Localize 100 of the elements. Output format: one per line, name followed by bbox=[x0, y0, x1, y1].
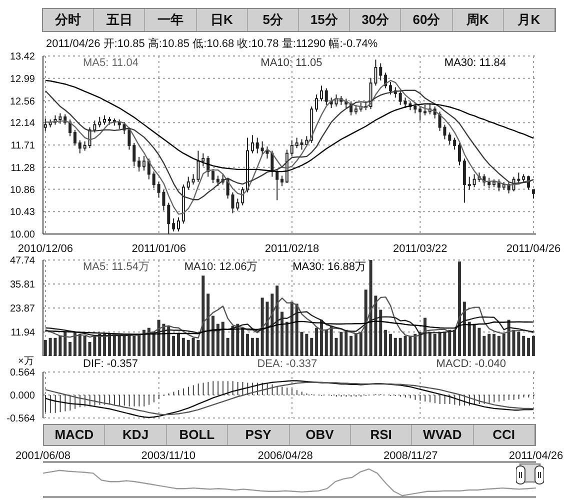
candlestick bbox=[388, 82, 392, 96]
bar bbox=[256, 338, 259, 356]
bar bbox=[280, 312, 284, 356]
bar bbox=[167, 326, 170, 356]
bar bbox=[83, 336, 86, 356]
bar bbox=[138, 334, 141, 356]
candlestick bbox=[414, 102, 417, 114]
bar bbox=[414, 334, 417, 356]
bar bbox=[186, 340, 190, 356]
y-tick-label: 11.28 bbox=[10, 162, 36, 174]
series-label: DEA: -0.337 bbox=[257, 358, 318, 370]
candlestick bbox=[517, 172, 520, 184]
candlestick bbox=[216, 175, 220, 187]
tab-button: 15分 bbox=[299, 9, 350, 31]
bar bbox=[212, 316, 215, 356]
candlestick bbox=[176, 216, 180, 232]
x-tick-label: 2001/06/08 bbox=[15, 450, 71, 462]
x-tick-label: 2011/02/18 bbox=[264, 243, 320, 255]
tab-button: BOLL bbox=[166, 425, 228, 445]
bar bbox=[388, 334, 392, 356]
y-tick-label: -0.564 bbox=[6, 414, 36, 425]
bar bbox=[350, 336, 353, 356]
candlestick bbox=[98, 116, 102, 128]
y-tick-label: 47.74 bbox=[10, 256, 36, 267]
bar bbox=[182, 338, 185, 356]
text: MA10: 12.06万 bbox=[184, 261, 258, 273]
tab-button: PSY bbox=[228, 425, 290, 445]
bar bbox=[497, 336, 500, 356]
text: DIF: -0.357 bbox=[83, 358, 138, 370]
y-tick-label: 12.14 bbox=[10, 118, 36, 130]
y-tick-label: 23.87 bbox=[10, 304, 36, 315]
candlestick bbox=[266, 146, 269, 160]
bar bbox=[202, 276, 205, 356]
line-series bbox=[44, 296, 534, 338]
tab-button: 一年 bbox=[145, 9, 197, 31]
tab-button: 5分 bbox=[248, 9, 300, 31]
tab-button: KDJ bbox=[105, 425, 167, 445]
tab-button: WVAD bbox=[412, 425, 474, 445]
bar bbox=[103, 334, 106, 356]
y-tick-label: 12.99 bbox=[10, 74, 36, 85]
candlestick bbox=[73, 129, 76, 146]
line-series bbox=[44, 320, 534, 335]
candlestick bbox=[458, 142, 462, 166]
tab-button: 日K bbox=[196, 9, 248, 31]
candlestick bbox=[202, 152, 205, 167]
x-tick-label: 2011/04/26 bbox=[508, 450, 564, 462]
candlestick bbox=[172, 218, 176, 232]
candlestick bbox=[488, 177, 491, 189]
text: MA5: 11.04 bbox=[83, 57, 138, 69]
chart-subtitle: 2011/04/26 开:10.85 高:10.85 低:10.68 收:10.78 量:11290 幅:-0.74% bbox=[46, 36, 378, 51]
bar bbox=[517, 332, 520, 356]
candlestick bbox=[354, 104, 358, 115]
candlestick bbox=[167, 202, 170, 234]
candlestick bbox=[418, 106, 422, 122]
candlestick bbox=[256, 137, 259, 154]
candlestick bbox=[152, 171, 156, 189]
bar bbox=[458, 261, 462, 356]
bar bbox=[112, 334, 116, 356]
y-axis-title: ×万 bbox=[18, 355, 34, 368]
bar bbox=[68, 342, 72, 356]
bar bbox=[527, 338, 530, 356]
bar bbox=[453, 330, 456, 356]
candlestick bbox=[241, 186, 244, 206]
bar bbox=[241, 328, 244, 356]
bar bbox=[532, 336, 535, 356]
bar bbox=[488, 334, 491, 356]
bar bbox=[305, 334, 308, 356]
bar bbox=[468, 322, 471, 356]
candlestick bbox=[142, 155, 146, 172]
bar bbox=[64, 332, 67, 356]
bar bbox=[344, 330, 348, 356]
candlestick bbox=[423, 104, 426, 116]
bar bbox=[315, 328, 318, 356]
x-tick-label: 2010/12/06 bbox=[18, 243, 73, 255]
y-tick-label: 13.42 bbox=[10, 52, 36, 63]
bar bbox=[433, 334, 436, 356]
bar bbox=[270, 294, 274, 356]
candlestick bbox=[324, 88, 328, 106]
bar bbox=[206, 294, 210, 356]
candlestick bbox=[448, 132, 452, 145]
bar bbox=[418, 332, 422, 356]
bar bbox=[142, 330, 146, 356]
y-tick-label: 10.86 bbox=[10, 184, 36, 196]
bar bbox=[502, 334, 506, 356]
line-series bbox=[44, 311, 534, 336]
tab-button: 五日 bbox=[94, 9, 146, 31]
candlestick bbox=[398, 90, 402, 106]
x-tick-label: 2008/11/27 bbox=[384, 450, 438, 462]
bar bbox=[78, 334, 82, 356]
bar bbox=[132, 336, 136, 356]
bar bbox=[462, 302, 466, 356]
y-tick-label: 0.000 bbox=[10, 390, 36, 402]
bar bbox=[359, 332, 362, 356]
bar bbox=[482, 336, 486, 356]
candlestick bbox=[212, 168, 215, 184]
bar bbox=[364, 290, 368, 356]
candlestick bbox=[260, 140, 264, 156]
y-tick-label: 12.56 bbox=[10, 96, 36, 108]
candlestick bbox=[468, 176, 471, 190]
y-tick-label: 10.43 bbox=[10, 207, 36, 218]
